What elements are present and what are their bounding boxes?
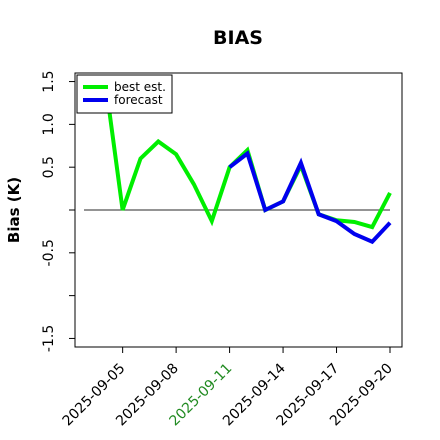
y-tick-label: 1.0 [41,113,57,135]
x-axis-ticks: 2025-09-052025-09-082025-09-112025-09-14… [60,347,396,429]
y-tick-label: -1.5 [41,325,57,352]
y-tick-label: -0.5 [41,239,57,266]
legend-box [76,74,173,114]
y-axis-ticks: -1.5 -0.5 0.5 1.0 1.5 [41,70,75,352]
legend-label: forecast [114,93,163,107]
legend-label: best est. [114,80,166,94]
y-tick-label: 1.5 [41,70,57,92]
chart-title: BIAS [213,27,263,49]
legend: best est.forecast [76,74,173,114]
y-axis-label: Bias (K) [5,177,23,243]
series-line-forecast [228,150,392,245]
y-tick-label: 0.5 [41,156,57,178]
series-line-best-est [102,77,392,230]
series-lines [102,77,392,245]
